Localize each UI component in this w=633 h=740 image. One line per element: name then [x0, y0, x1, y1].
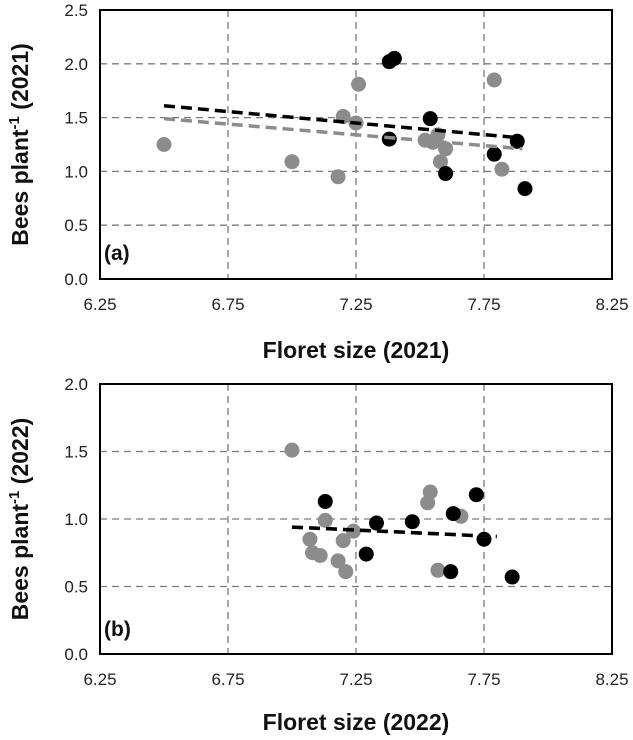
black-data-point	[468, 487, 484, 503]
y-axis-title-main: Bees plant	[7, 504, 33, 621]
y-tick-label: 1.5	[64, 109, 88, 128]
x-tick-label: 6.75	[211, 670, 244, 689]
x-tick-label: 7.25	[339, 295, 372, 314]
black-data-point	[443, 564, 459, 580]
y-tick-label: 0.5	[64, 578, 88, 597]
y-axis-title: Bees plant-1 (2021)	[6, 43, 33, 246]
grey-data-point	[317, 512, 333, 528]
black-trend-line	[163, 104, 523, 140]
black-data-point	[422, 111, 438, 127]
black-data-point	[445, 506, 461, 522]
chart-panel-a: 6.25 6.75 7.25 7.75 8.25 0.0 0.5 1.0 1.5 2.0 2.5 Fl…	[6, 1, 629, 363]
black-data-point	[404, 514, 420, 530]
y-tick-label: 2.5	[64, 1, 88, 20]
black-data-point	[486, 146, 502, 162]
black-trend-line	[291, 525, 497, 539]
y-tick-label: 1.0	[64, 162, 88, 181]
grey-data-point	[351, 76, 367, 92]
plot-frame	[99, 383, 613, 655]
plot-frame	[99, 9, 613, 280]
y-axis-title: Bees plant-1 (2022)	[6, 418, 33, 621]
y-tick-label: 2.0	[64, 375, 88, 394]
grey-data-point	[330, 553, 346, 569]
x-tick-label: 7.25	[339, 670, 372, 689]
black-data-point	[438, 166, 454, 182]
grey-data-point	[438, 141, 454, 157]
black-data-point	[476, 531, 492, 547]
y-tick-label: 1.0	[64, 510, 88, 529]
panel-label: (a)	[104, 242, 130, 265]
y-tick-label: 1.5	[64, 443, 88, 462]
grey-data-point	[432, 154, 448, 170]
grey-data-point	[284, 154, 300, 170]
y-axis-title-year: (2021)	[7, 43, 33, 116]
x-axis-title: Floret size (2022)	[263, 709, 450, 735]
black-data-point	[517, 181, 533, 197]
x-tick-label: 6.25	[83, 670, 116, 689]
grey-trend-line	[163, 116, 523, 151]
y-tick-label: 0.0	[64, 270, 88, 289]
x-tick-label: 6.25	[83, 295, 116, 314]
y-tick-label: 2.0	[64, 55, 88, 74]
black-data-point	[504, 569, 520, 585]
y-axis-title-main: Bees plant	[7, 129, 33, 246]
y-tick-label: 0.5	[64, 216, 88, 235]
x-tick-label: 7.75	[467, 670, 500, 689]
grey-data-point	[312, 547, 328, 563]
x-axis-title: Floret size (2021)	[263, 337, 450, 363]
x-tick-label: 6.75	[211, 295, 244, 314]
grey-data-point	[302, 531, 318, 547]
y-axis-title-superscript: -1	[6, 491, 23, 504]
grey-data-point	[430, 562, 446, 578]
y-tick-label: 0.0	[64, 645, 88, 664]
grey-data-point	[156, 137, 172, 152]
grey-data-point	[330, 169, 346, 185]
black-data-point	[368, 515, 384, 531]
grey-data-point	[422, 484, 438, 500]
black-data-point	[358, 546, 374, 562]
panel-label: (b)	[104, 618, 131, 641]
y-axis-title-superscript: -1	[6, 116, 23, 129]
grey-data-point	[494, 161, 510, 177]
y-axis-title-year: (2022)	[7, 418, 33, 491]
grey-data-point	[284, 442, 300, 458]
x-tick-label: 8.25	[595, 295, 628, 314]
chart-panel-b: 6.25 6.75 7.25 7.75 8.25 0.0 0.5 1.0 1.5 2.0 Flore…	[6, 375, 629, 735]
black-data-point	[317, 493, 333, 509]
grey-data-point	[338, 564, 354, 580]
x-tick-label: 8.25	[595, 670, 628, 689]
grey-data-point	[335, 533, 351, 549]
black-data-point	[386, 50, 402, 66]
grey-data-point	[486, 72, 502, 88]
x-tick-label: 7.75	[467, 295, 500, 314]
